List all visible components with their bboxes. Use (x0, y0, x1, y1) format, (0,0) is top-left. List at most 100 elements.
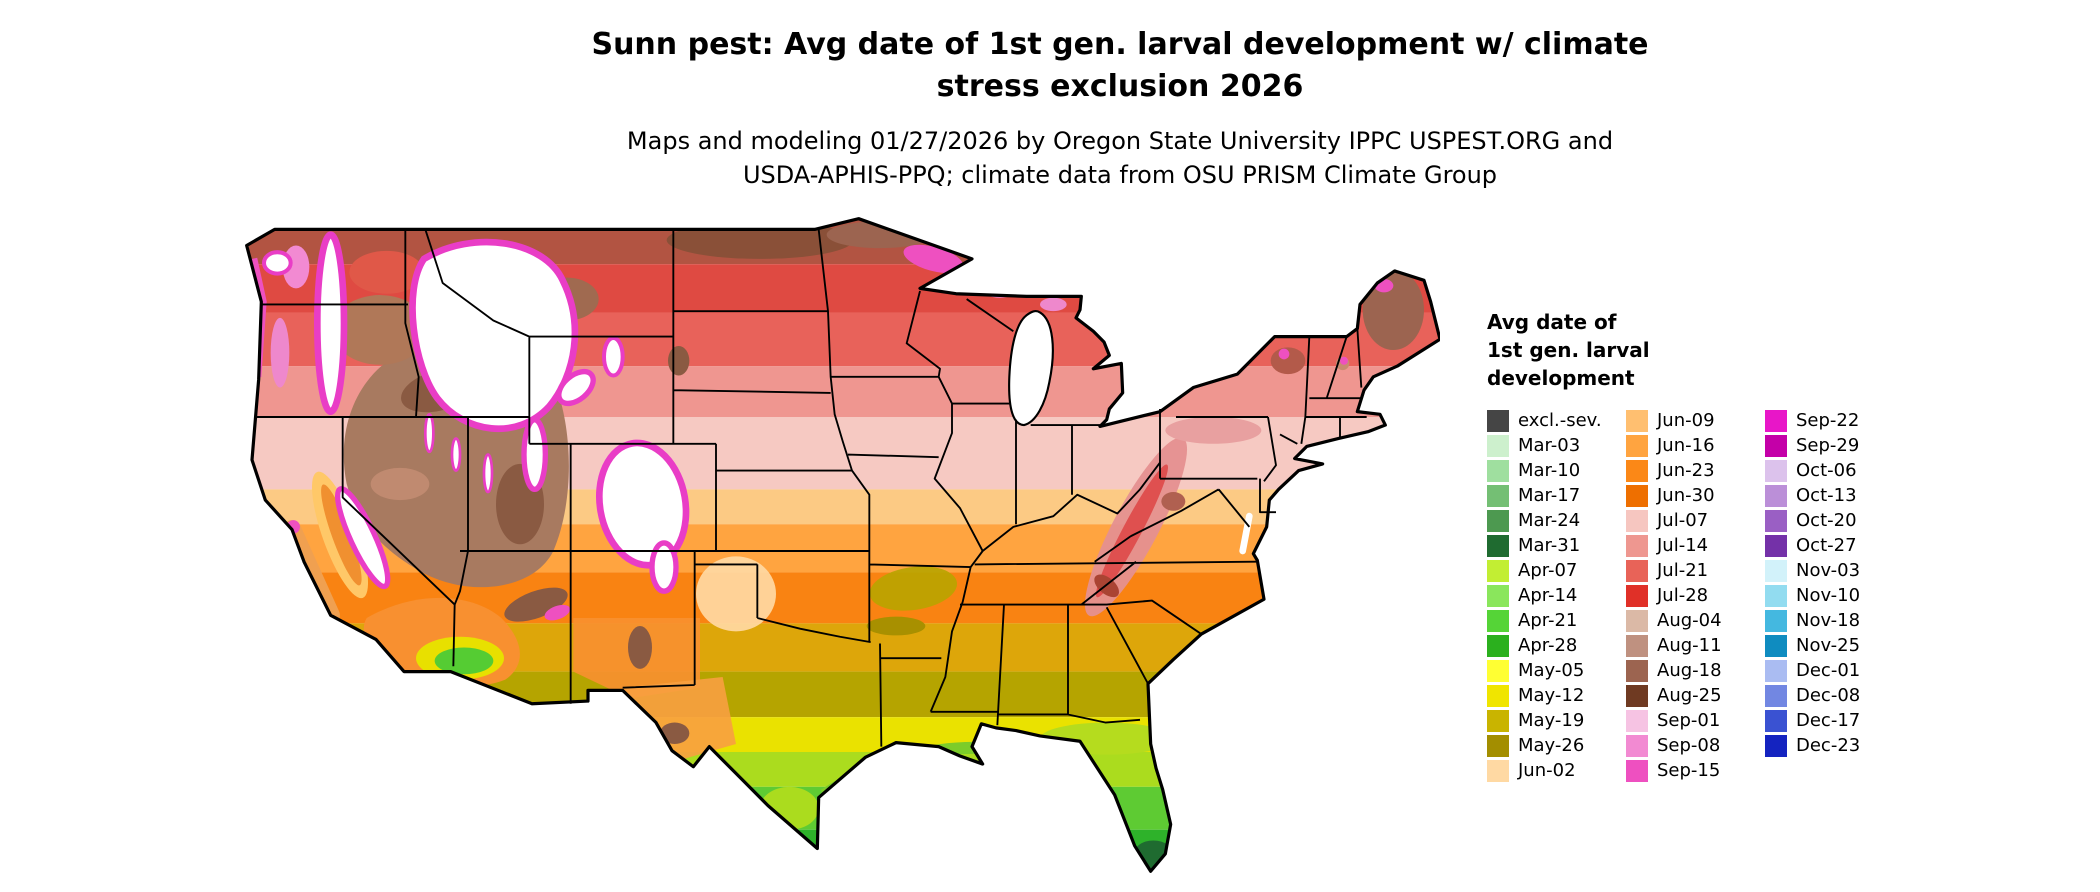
legend-row: Nov-18 (1765, 608, 1904, 633)
legend-label: May-12 (1518, 685, 1585, 706)
legend-row: Apr-21 (1487, 608, 1626, 633)
legend-row: Sep-29 (1765, 433, 1904, 458)
legend-swatch (1487, 684, 1509, 707)
lake-michigan (1008, 310, 1054, 427)
legend-swatch (1626, 534, 1648, 557)
legend-swatch (1487, 659, 1509, 682)
legend-label: Nov-18 (1796, 610, 1861, 631)
legend-row: Mar-17 (1487, 483, 1626, 508)
legend-title-line-3: development (1487, 366, 1635, 390)
chesapeake-bay (1239, 512, 1253, 555)
legend-swatch (1487, 434, 1509, 457)
legend-row: Aug-18 (1626, 658, 1765, 683)
legend-row: Sep-22 (1765, 408, 1904, 433)
legend-swatch (1765, 559, 1787, 582)
legend-swatch (1765, 434, 1787, 457)
legend-label: Aug-04 (1657, 610, 1722, 631)
legend-row: Apr-28 (1487, 633, 1626, 658)
legend-row: Mar-10 (1487, 458, 1626, 483)
legend-label: Apr-21 (1518, 610, 1578, 631)
legend-swatch (1626, 734, 1648, 757)
header: Sunn pest: Avg date of 1st gen. larval d… (420, 24, 1820, 192)
legend-swatch (1765, 684, 1787, 707)
legend-swatch (1765, 584, 1787, 607)
legend-title-line-1: Avg date of (1487, 310, 1617, 334)
legend-swatch (1626, 759, 1648, 782)
legend-label: Dec-23 (1796, 735, 1861, 756)
legend-label: Mar-31 (1518, 535, 1581, 556)
legend-label: Mar-24 (1518, 510, 1581, 531)
legend-swatch (1487, 409, 1509, 432)
legend-row: Sep-15 (1626, 758, 1765, 783)
legend-label: Sep-22 (1796, 410, 1860, 431)
legend-label: Jun-23 (1657, 460, 1715, 481)
legend-swatch (1487, 509, 1509, 532)
legend-swatch (1765, 634, 1787, 657)
legend: Avg date of 1st gen. larval development … (1487, 308, 1904, 783)
legend-swatch (1626, 409, 1648, 432)
legend-label: Jun-30 (1657, 485, 1715, 506)
legend-row: May-05 (1487, 658, 1626, 683)
page-title-line-1: Sunn pest: Avg date of 1st gen. larval d… (591, 27, 1649, 62)
legend-swatch (1765, 459, 1787, 482)
legend-label: Sep-08 (1657, 735, 1721, 756)
legend-swatch (1765, 709, 1787, 732)
legend-row: Oct-27 (1765, 533, 1904, 558)
legend-label: Nov-10 (1796, 585, 1861, 606)
legend-label: Mar-03 (1518, 435, 1581, 456)
legend-label: excl.-sev. (1518, 410, 1602, 431)
legend-row: Dec-08 (1765, 683, 1904, 708)
legend-row: Dec-23 (1765, 733, 1904, 758)
legend-swatch (1487, 609, 1509, 632)
legend-row: May-12 (1487, 683, 1626, 708)
legend-label: Dec-01 (1796, 660, 1861, 681)
legend-label: Jul-21 (1657, 560, 1709, 581)
legend-label: Jun-16 (1657, 435, 1715, 456)
legend-row: Dec-17 (1765, 708, 1904, 733)
legend-label: Oct-20 (1796, 510, 1857, 531)
legend-row: excl.-sev. (1487, 408, 1626, 433)
page-subtitle-line-2: USDA-APHIS-PPQ; climate data from OSU PR… (742, 161, 1498, 190)
legend-label: Mar-10 (1518, 460, 1581, 481)
legend-column-3: Sep-22 Sep-29 Oct-06 Oct-13 Oct-20 Oct-27 Nov-… (1765, 408, 1904, 783)
legend-columns: excl.-sev. Mar-03 Mar-10 Mar-17 Mar-24 Mar-31… (1487, 408, 1904, 783)
legend-swatch (1626, 459, 1648, 482)
us-outline (245, 217, 1440, 873)
legend-swatch (1626, 709, 1648, 732)
legend-swatch (1487, 534, 1509, 557)
legend-swatch (1626, 634, 1648, 657)
legend-swatch (1626, 609, 1648, 632)
legend-row: Oct-06 (1765, 458, 1904, 483)
legend-label: Dec-17 (1796, 710, 1861, 731)
legend-row: Aug-04 (1626, 608, 1765, 633)
legend-label: Jul-07 (1657, 510, 1709, 531)
legend-label: Jul-14 (1657, 535, 1709, 556)
us-map (240, 216, 1440, 886)
legend-row: May-19 (1487, 708, 1626, 733)
legend-row: Mar-03 (1487, 433, 1626, 458)
page-title-line-2: stress exclusion 2026 (936, 69, 1304, 104)
legend-row: Sep-08 (1626, 733, 1765, 758)
legend-swatch (1626, 584, 1648, 607)
legend-swatch (1626, 559, 1648, 582)
legend-label: Mar-17 (1518, 485, 1581, 506)
legend-swatch (1765, 609, 1787, 632)
legend-swatch (1487, 484, 1509, 507)
legend-row: Mar-24 (1487, 508, 1626, 533)
legend-row: Jul-28 (1626, 583, 1765, 608)
legend-row: Jun-23 (1626, 458, 1765, 483)
legend-label: Sep-29 (1796, 435, 1860, 456)
legend-swatch (1765, 734, 1787, 757)
legend-row: Aug-25 (1626, 683, 1765, 708)
legend-row: Apr-14 (1487, 583, 1626, 608)
legend-row: Jun-16 (1626, 433, 1765, 458)
legend-row: Jul-14 (1626, 533, 1765, 558)
legend-label: Dec-08 (1796, 685, 1861, 706)
legend-label: Sep-15 (1657, 760, 1721, 781)
legend-label: Nov-25 (1796, 635, 1861, 656)
us-map-canvas (245, 217, 1440, 873)
legend-label: Oct-27 (1796, 535, 1857, 556)
legend-swatch (1765, 509, 1787, 532)
legend-swatch (1626, 509, 1648, 532)
